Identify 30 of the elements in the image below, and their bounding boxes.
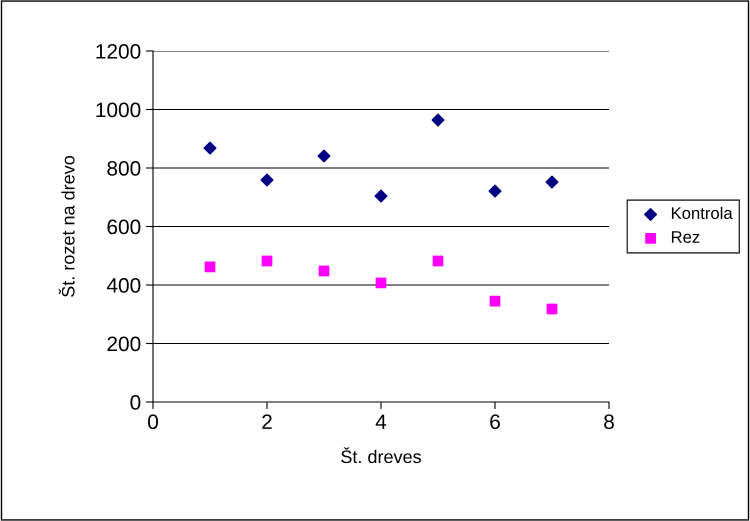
x-tick-label: 2 [262,414,272,429]
point [376,278,386,288]
x-tick-label: 4 [376,414,386,429]
point [490,296,500,306]
legend-label: Kontrola [672,206,733,220]
point [317,150,331,163]
point [262,256,272,266]
point [488,184,502,198]
point [374,190,388,203]
point [203,142,217,155]
point [431,114,445,127]
x-tick-label: 0 [148,414,158,430]
x-tick-label: 8 [604,414,614,430]
point [260,173,274,186]
point [204,262,216,272]
y-tick-label: 1000 [96,102,140,118]
point [432,256,444,266]
y-tick-label: 400 [106,278,140,293]
y-tick-label: 600 [107,220,140,234]
y-axis-title: Št. rozet na drevo [58,156,75,297]
y-tick-label: 800 [107,161,140,176]
x-axis-title: Št. dreves [341,447,421,464]
point [545,176,559,189]
y-tick-label: 0 [130,395,140,410]
y-tick-label: 1200 [96,44,140,59]
point [318,266,330,276]
y-tick-label: 200 [107,336,140,352]
legend-label: Rez [672,231,700,243]
x-tick-label: 6 [490,414,500,430]
point [546,304,558,314]
